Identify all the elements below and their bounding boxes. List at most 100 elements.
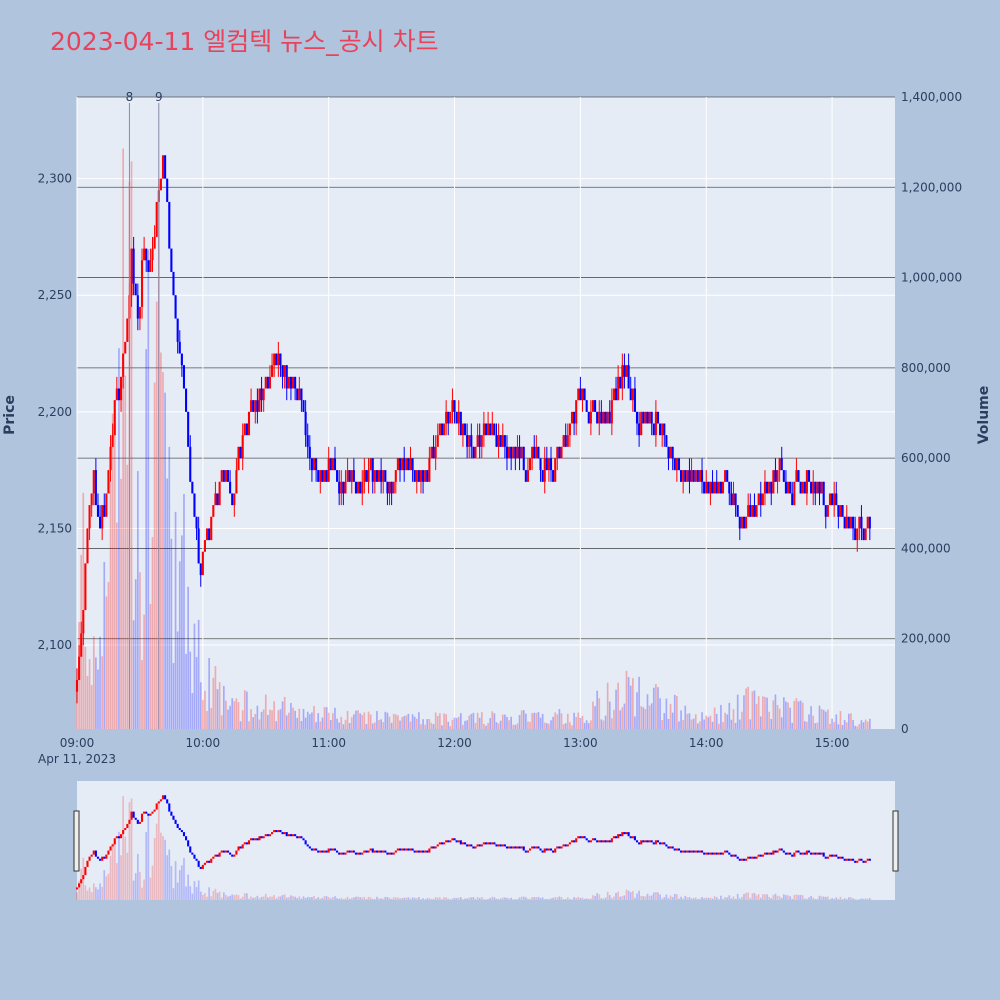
candle-body: [283, 365, 286, 377]
volume-bar: [88, 659, 91, 729]
candle-body: [763, 481, 767, 494]
x-tick-label: 11:00: [311, 736, 346, 750]
slider-volume-bar: [753, 893, 756, 900]
slider-volume-bar: [250, 896, 252, 900]
slider-candle: [436, 844, 439, 847]
candle-body: [124, 341, 127, 354]
volume-bar: [101, 656, 104, 729]
slider-volume-bar: [239, 898, 242, 900]
slider-volume-bar: [506, 897, 508, 900]
candle-body: [289, 376, 292, 389]
slider-volume-bar: [122, 796, 124, 900]
volume-bar: [619, 710, 622, 729]
slider-volume-bar: [770, 898, 773, 900]
range-slider[interactable]: [73, 781, 899, 900]
candle-body: [136, 295, 139, 319]
slider-volume-bar: [631, 890, 634, 900]
volume-bar: [357, 710, 359, 729]
candle-body: [264, 376, 267, 389]
candle-body: [784, 481, 787, 494]
volume-bar: [682, 720, 684, 729]
slider-volume-bar: [722, 898, 724, 900]
slider-volume-bar: [283, 894, 286, 900]
candle-body: [665, 435, 668, 447]
slider-volume-bar: [812, 897, 815, 900]
candle-body: [245, 423, 248, 436]
candle-body: [428, 458, 431, 482]
slider-candle: [824, 856, 827, 859]
volume-bar: [808, 714, 810, 729]
slider-candle: [413, 850, 416, 853]
slider-candle: [205, 860, 209, 863]
slider-candle: [854, 860, 857, 863]
slider-volume-bar: [485, 899, 487, 900]
candle-body: [715, 481, 718, 494]
slider-volume-bar: [673, 893, 676, 900]
slider-volume-bar: [252, 897, 255, 900]
volume-bar: [791, 722, 794, 729]
slider-volume-bar: [778, 896, 781, 900]
volume-bar: [405, 715, 408, 729]
slider-candle: [367, 850, 370, 853]
candle-body: [862, 528, 865, 541]
slider-candle: [772, 850, 775, 855]
slider-candle: [321, 850, 324, 853]
volume-bar: [453, 717, 456, 729]
slider-volume-bar: [720, 895, 722, 900]
candle-body: [151, 248, 154, 261]
candle-body: [484, 423, 488, 436]
slider-volume-bar: [604, 897, 607, 900]
volume-bar: [350, 717, 353, 729]
slider-volume-bar: [537, 896, 540, 900]
volume-bar: [680, 710, 682, 729]
slider-candle: [692, 850, 695, 853]
candle-body: [768, 481, 771, 494]
slider-volume-bar: [734, 898, 737, 900]
candle-body: [459, 411, 462, 436]
range-slider-left-handle[interactable]: [73, 810, 80, 872]
volume-bar: [638, 676, 640, 729]
candle-body: [661, 423, 664, 436]
slider-volume-bar: [170, 865, 173, 900]
slider-candle: [562, 844, 565, 847]
slider-volume-bar: [495, 898, 498, 900]
slider-candle: [860, 858, 863, 861]
candle-body: [774, 470, 777, 482]
volume-bar: [854, 725, 856, 729]
slider-volume-bar: [646, 893, 649, 900]
candle-body: [742, 516, 746, 529]
slider-volume-bar: [86, 890, 89, 900]
slider-volume-bar: [566, 897, 569, 900]
volume-bar: [267, 714, 269, 729]
volume-bar: [489, 718, 492, 729]
slider-volume-bar: [661, 898, 664, 900]
candle-body: [386, 481, 389, 494]
slider-volume-bar: [243, 893, 246, 900]
volume-bar: [866, 721, 869, 729]
candle-body: [793, 481, 796, 506]
candle-body: [86, 528, 89, 564]
range-slider-right-handle[interactable]: [892, 810, 899, 872]
candle-body: [296, 388, 299, 401]
candle-body: [510, 446, 513, 459]
candle-body: [686, 470, 689, 482]
candle-body: [273, 353, 276, 366]
slider-volume-bar: [478, 897, 481, 900]
candle-body: [432, 446, 435, 459]
slider-candle: [684, 850, 687, 853]
slider-candle: [357, 852, 360, 855]
candle-body: [608, 411, 611, 424]
volume-bar: [248, 721, 250, 729]
volume-bar: [239, 721, 242, 729]
volume-bar: [839, 711, 842, 729]
slider-volume-bar: [501, 897, 504, 900]
volume-bar: [579, 717, 582, 729]
candle-body: [279, 353, 282, 366]
slider-candle: [614, 836, 618, 839]
volume-bar: [493, 713, 496, 729]
candle-body: [705, 481, 708, 494]
slider-candle: [157, 801, 160, 804]
volume-bar: [143, 614, 145, 729]
slider-candle: [652, 842, 655, 845]
slider-volume-bar: [382, 898, 385, 900]
